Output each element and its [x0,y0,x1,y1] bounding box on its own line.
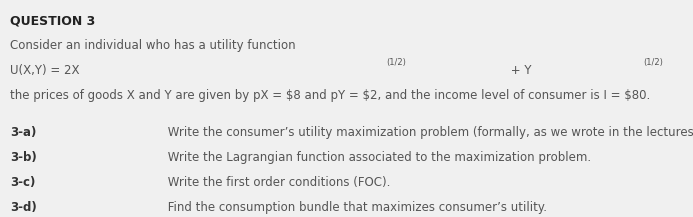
Text: the prices of goods X and Y are given by pX = $8 and pY = $2, and the income lev: the prices of goods X and Y are given by… [10,89,651,102]
Text: Consider an individual who has a utility function: Consider an individual who has a utility… [10,39,296,52]
Text: (1/2): (1/2) [644,58,663,66]
Text: 3-c): 3-c) [10,176,36,189]
Text: 3-d): 3-d) [10,201,37,214]
Text: U(X,Y) = 2X: U(X,Y) = 2X [10,64,80,77]
Text: Find the consumption bundle that maximizes consumer’s utility.: Find the consumption bundle that maximiz… [164,201,547,214]
Text: Write the first order conditions (FOC).: Write the first order conditions (FOC). [164,176,390,189]
Text: Write the Lagrangian function associated to the maximization problem.: Write the Lagrangian function associated… [164,151,590,164]
Text: + Y: + Y [507,64,532,77]
Text: (1/2): (1/2) [386,58,406,66]
Text: 3-b): 3-b) [10,151,37,164]
Text: QUESTION 3: QUESTION 3 [10,14,96,27]
Text: Write the consumer’s utility maximization problem (formally, as we wrote in the : Write the consumer’s utility maximizatio… [164,126,693,139]
Text: 3-a): 3-a) [10,126,37,139]
